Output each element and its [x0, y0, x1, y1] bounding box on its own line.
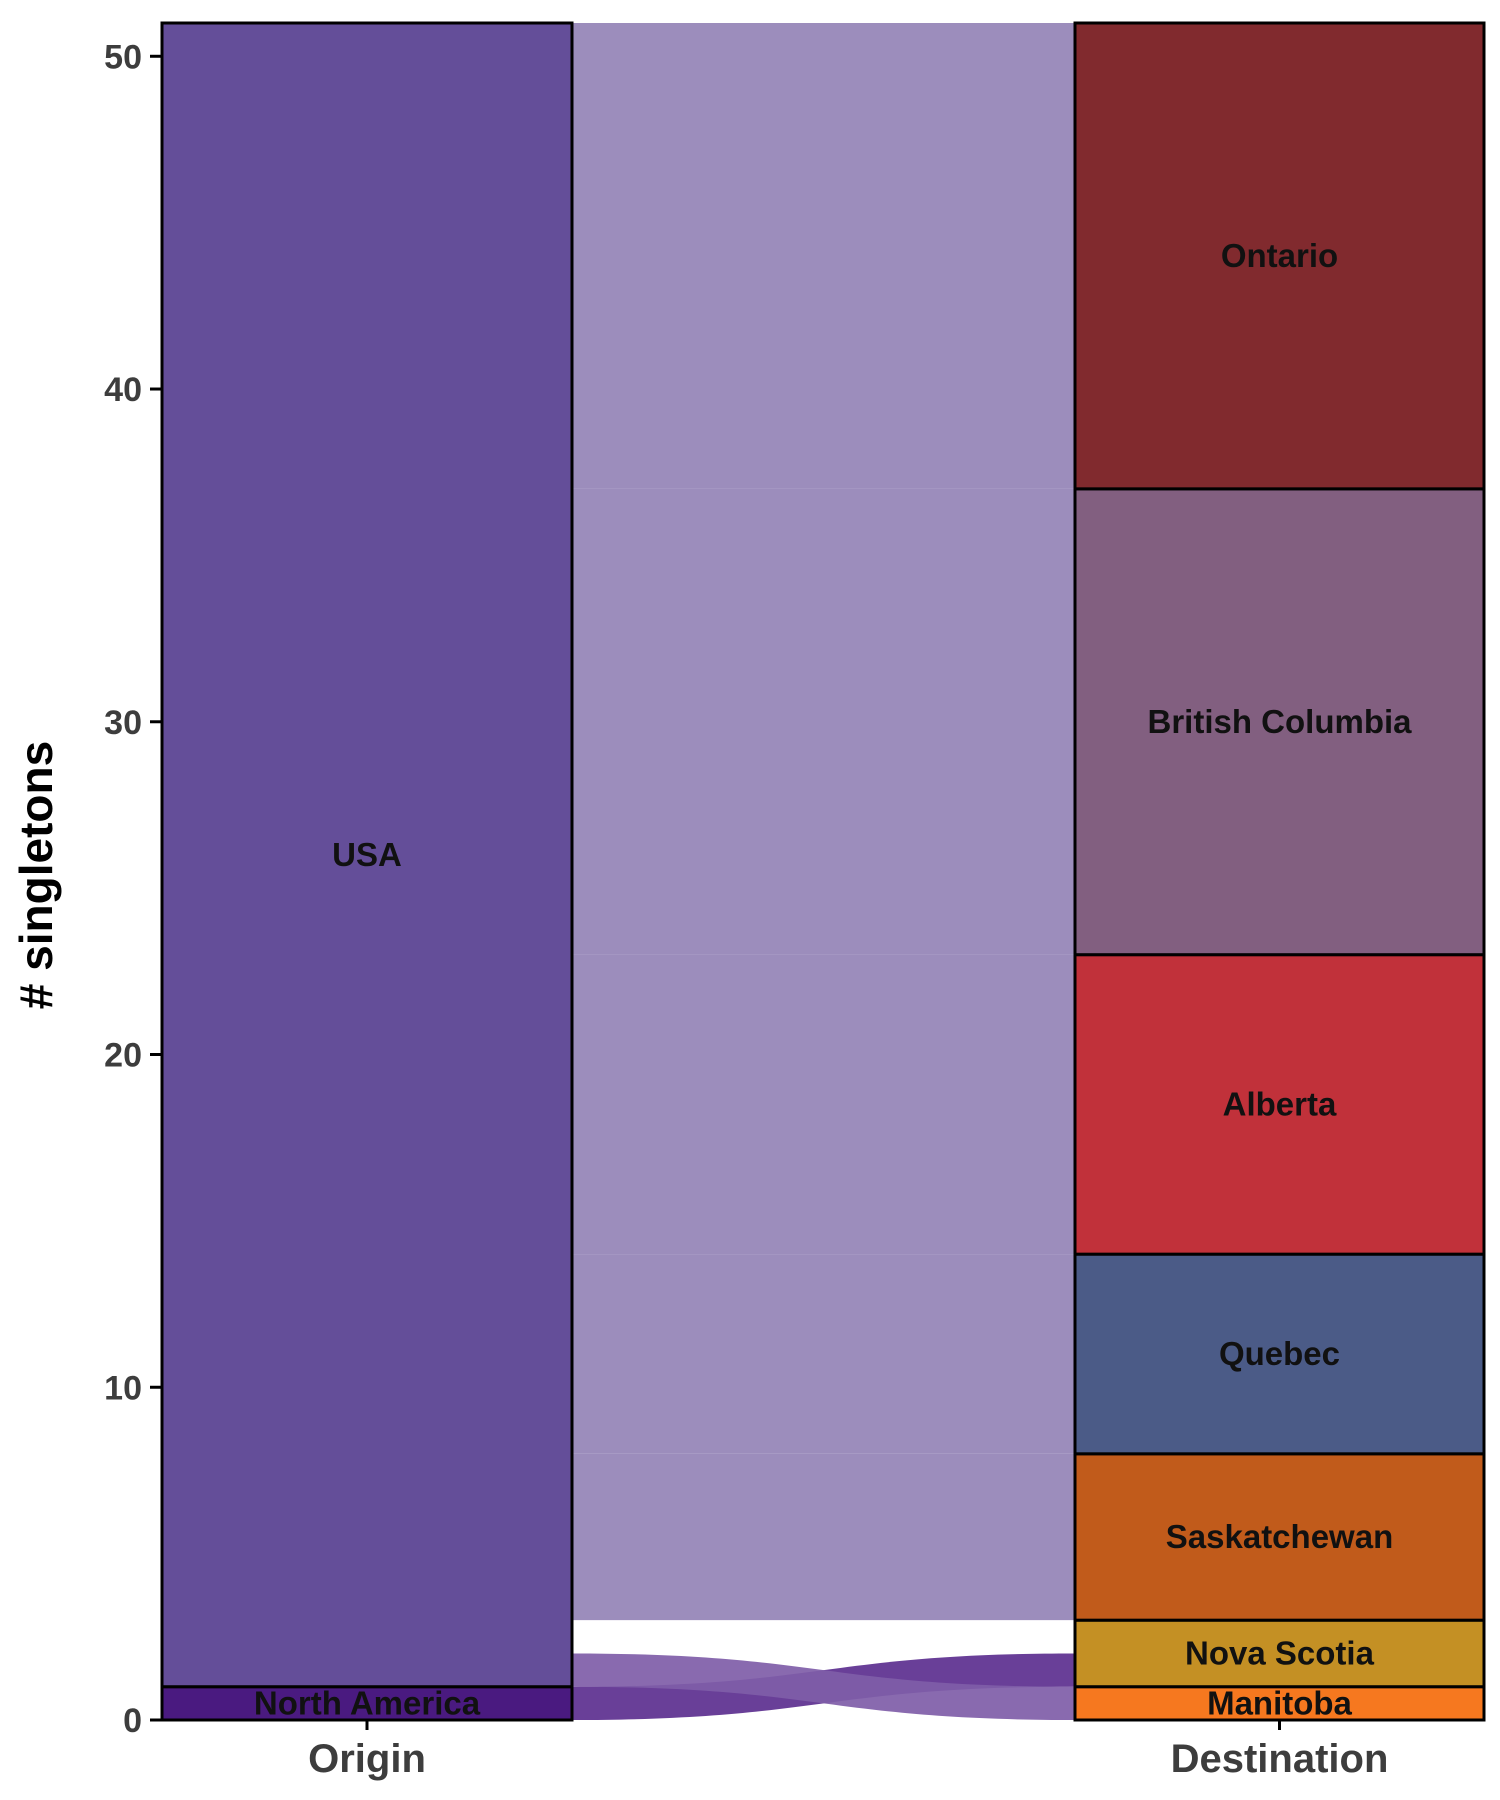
x-tick-label-origin: Origin: [308, 1737, 426, 1781]
flow-usa-to-british-columbia: [572, 488, 1075, 955]
destination-node-quebec: [1073, 1252, 1486, 1456]
destination-node-manitoba: [1073, 1685, 1486, 1722]
destination-node-ontario: [1073, 21, 1486, 491]
origin-node-label-north-america: North America: [254, 1684, 481, 1721]
x-tick-label-destination: Destination: [1171, 1737, 1389, 1781]
y-tick-label-10: 10: [104, 1369, 142, 1407]
destination-node-label-ontario: Ontario: [1221, 237, 1338, 274]
origin-node-usa: [160, 21, 574, 1689]
destination-node-label-quebec: Quebec: [1219, 1335, 1340, 1372]
nodes-layer: [160, 21, 1486, 1722]
flow-usa-to-alberta: [572, 954, 1075, 1255]
destination-node-label-alberta: Alberta: [1223, 1085, 1337, 1122]
y-axis: 0 10 20 30 40 50 Origin Destination: [104, 23, 1388, 1781]
y-tick-label-50: 50: [104, 38, 142, 76]
flow-usa-to-ontario: [572, 23, 1075, 489]
origin-node-label-usa: USA: [332, 836, 402, 873]
destination-node-label-british-columbia: British Columbia: [1147, 703, 1412, 740]
flow-usa-to-nova-scotia: [572, 1620, 1075, 1654]
y-tick-label-40: 40: [104, 371, 142, 409]
flow-usa-to-saskatchewan: [572, 1453, 1075, 1621]
flow-usa-to-manitoba: [572, 1653, 1075, 1720]
y-tick-label-0: 0: [123, 1702, 142, 1740]
destination-node-nova-scotia: [1073, 1618, 1486, 1689]
destination-node-alberta: [1073, 953, 1486, 1256]
y-tick-label-20: 20: [104, 1037, 142, 1075]
flow-usa-to-quebec: [572, 1254, 1075, 1454]
destination-node-label-saskatchewan: Saskatchewan: [1166, 1518, 1393, 1555]
node-labels-layer: North America USA Manitoba Nova Scotia Saska…: [254, 237, 1412, 1721]
y-axis-title: # singletons: [10, 741, 62, 1009]
destination-node-saskatchewan: [1073, 1452, 1486, 1622]
destination-node-label-nova-scotia: Nova Scotia: [1185, 1634, 1375, 1671]
destination-node-british-columbia: [1073, 487, 1486, 957]
destination-node-label-manitoba: Manitoba: [1207, 1684, 1352, 1721]
flows-layer: [572, 23, 1075, 1720]
y-tick-label-30: 30: [104, 704, 142, 742]
